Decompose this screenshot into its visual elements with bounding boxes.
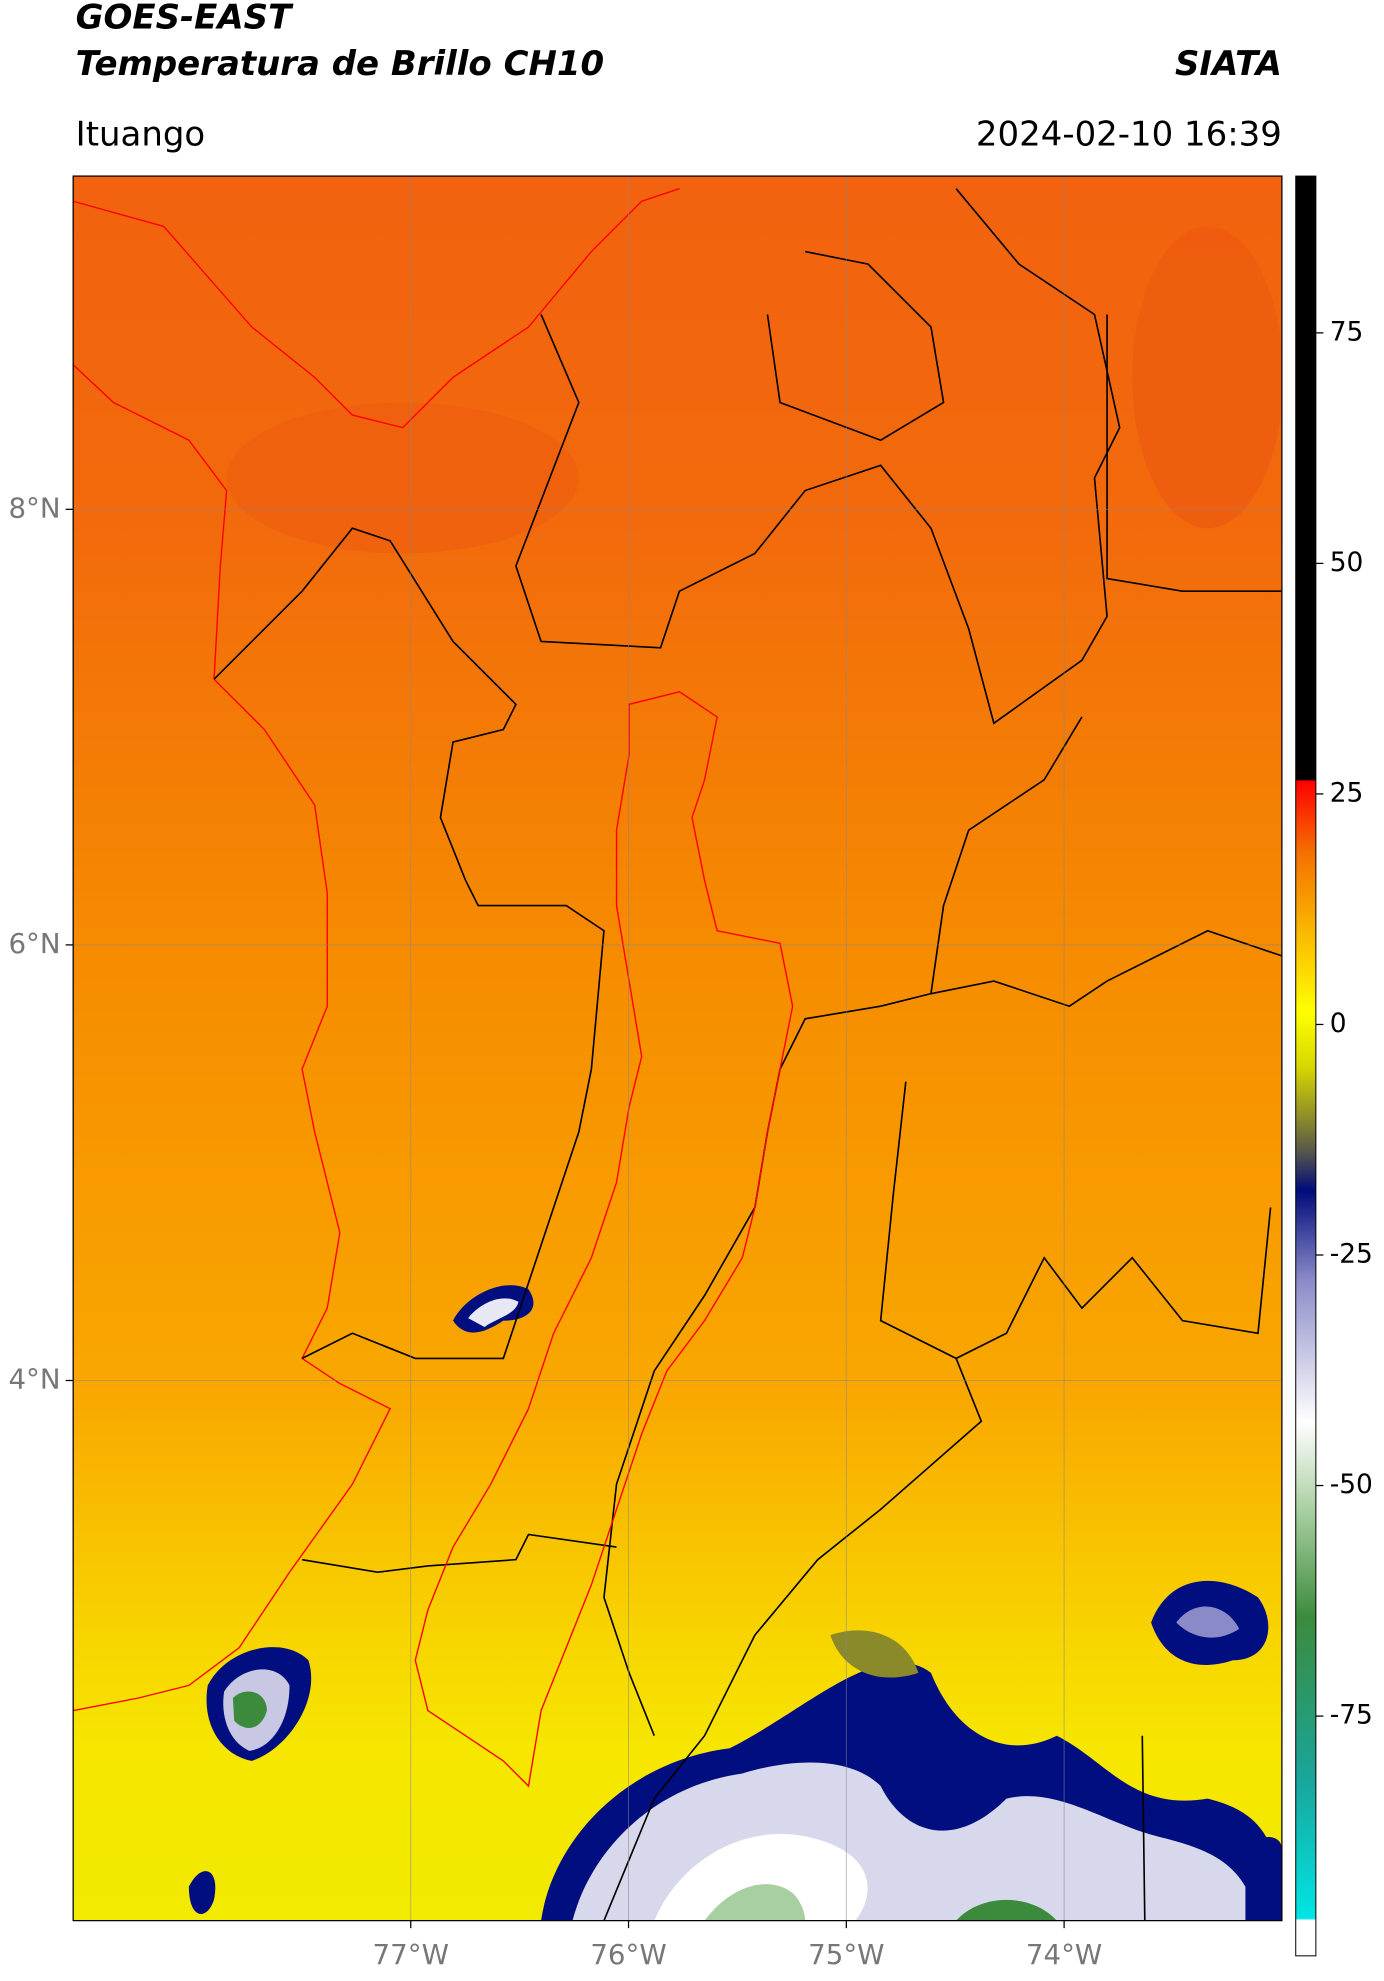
x-tick-label: 76°W	[590, 1938, 666, 1971]
x-tick-label: 77°W	[373, 1938, 449, 1971]
boundaries	[73, 188, 1282, 1921]
colorbar	[1295, 175, 1317, 1957]
x-tick-label: 75°W	[808, 1938, 884, 1971]
colorbar-tick-label: -50	[1330, 1469, 1373, 1500]
y-tick-label: 4°N	[8, 1362, 60, 1395]
warm-area	[226, 402, 579, 554]
title: GOES-EAST	[76, 0, 294, 37]
y-tick-label: 6°N	[8, 927, 60, 960]
colorbar-tick-label: 25	[1330, 777, 1364, 808]
timestamp: 2024-02-10 16:39	[976, 114, 1282, 154]
map-area	[73, 176, 1282, 1921]
colorbar-tick-label: -25	[1330, 1239, 1373, 1270]
subtitle: Temperatura de Brillo CH10	[76, 44, 604, 84]
colorbar-tick-label: 75	[1330, 316, 1364, 347]
x-tick-label: 74°W	[1026, 1938, 1102, 1971]
warm-area	[1132, 226, 1282, 529]
source: SIATA	[1175, 44, 1282, 84]
cloud-tops	[188, 1285, 1282, 1921]
y-tick-label: 8°N	[8, 491, 60, 524]
location: Ituango	[76, 114, 206, 154]
colorbar-tick-label: -75	[1330, 1700, 1373, 1731]
colorbar-tick-label: 0	[1330, 1008, 1347, 1039]
colorbar-tick-label: 50	[1330, 547, 1364, 578]
map-frame	[72, 175, 1283, 1922]
